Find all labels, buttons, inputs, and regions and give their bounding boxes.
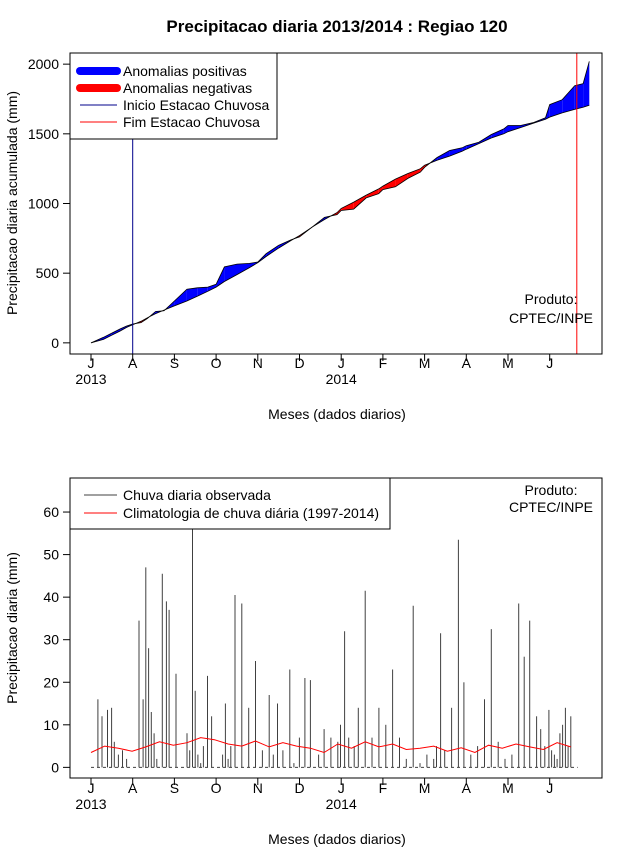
daily-credit-line-1: Produto: (525, 482, 578, 498)
legend-label-climatology: Climatologia de chuva diária (1997-2014) (123, 505, 379, 521)
x-year-label: 2013 (75, 371, 106, 387)
y-tick-label: 2000 (28, 56, 59, 72)
x-tick-label: O (211, 355, 222, 371)
negative-anomaly-band (407, 168, 421, 179)
positive-anomaly-band (174, 289, 187, 306)
x-tick-label: J (546, 780, 553, 796)
daily-y-axis: 0 10 20 30 40 50 60 (43, 504, 71, 775)
chart-title: Precipitacao diaria 2013/2014 : Regiao 1… (166, 17, 507, 36)
x-year-label: 2014 (326, 371, 357, 387)
x-tick-label: M (419, 355, 431, 371)
positive-anomaly-band (207, 284, 217, 292)
y-tick-label: 1500 (28, 126, 59, 142)
y-tick-label: 50 (43, 547, 59, 563)
cumulative-credit-line-2: CPTEC/INPE (509, 310, 593, 326)
x-tick-label: A (128, 780, 138, 796)
x-tick-label: D (294, 780, 304, 796)
cumulative-plot-area (69, 52, 603, 355)
x-tick-label: D (294, 355, 304, 371)
x-tick-label: F (379, 780, 388, 796)
positive-anomaly-band (549, 99, 563, 118)
legend-label-season-start: Inicio Estacao Chuvosa (123, 97, 270, 113)
x-tick-label: J (338, 355, 345, 371)
y-tick-label: 60 (43, 504, 59, 520)
x-tick-label: F (379, 355, 388, 371)
legend-label-season-end: Fim Estacao Chuvosa (123, 114, 260, 130)
positive-anomaly-band (583, 61, 590, 108)
negative-anomaly-band (353, 195, 367, 210)
x-tick-label: A (462, 355, 472, 371)
legend-label-negative: Anomalias negativas (123, 80, 252, 96)
positive-anomaly-band (224, 264, 237, 282)
positive-anomaly-band (103, 333, 112, 340)
positive-anomaly-band (266, 245, 279, 257)
positive-anomaly-band (186, 287, 198, 301)
x-tick-label: N (253, 355, 263, 371)
legend-label-positive: Anomalias positivas (123, 63, 247, 79)
negative-anomaly-band (366, 188, 379, 198)
cumulative-legend: Anomalias positivas Anomalias negativas … (69, 52, 278, 140)
x-tick-label: S (170, 355, 179, 371)
cumulative-y-axis: 0 500 1000 1500 2000 (28, 56, 71, 351)
positive-anomaly-band (503, 125, 508, 134)
x-tick-label: J (88, 780, 95, 796)
daily-x-axis-label: Meses (dados diarios) (268, 831, 406, 847)
daily-credit-line-2: CPTEC/INPE (509, 499, 593, 515)
climatology-cumulative-line (90, 104, 590, 344)
y-tick-label: 40 (43, 589, 59, 605)
x-tick-label: S (170, 780, 179, 796)
positive-anomaly-band (562, 85, 575, 113)
y-tick-label: 30 (43, 632, 59, 648)
positive-anomaly-band (491, 128, 504, 138)
y-tick-label: 20 (43, 674, 59, 690)
x-tick-label: O (211, 780, 222, 796)
y-tick-label: 10 (43, 717, 59, 733)
negative-anomaly-band (395, 173, 408, 187)
positive-anomaly-band (197, 287, 208, 297)
y-tick-label: 1000 (28, 196, 59, 212)
x-tick-label: M (502, 355, 514, 371)
cumulative-credit-line-1: Produto: (525, 291, 578, 307)
y-tick-label: 500 (36, 265, 60, 281)
positive-anomaly-band (111, 328, 121, 336)
negative-anomaly-band (382, 179, 396, 190)
positive-anomaly-band (574, 83, 584, 110)
x-tick-label: A (128, 355, 138, 371)
x-year-label: 2013 (75, 796, 106, 812)
cumulative-x-axis-label: Meses (dados diarios) (268, 406, 406, 422)
y-tick-label: 0 (51, 335, 59, 351)
positive-anomaly-band (462, 145, 467, 152)
x-tick-label: M (502, 780, 514, 796)
x-tick-label: J (338, 780, 345, 796)
positive-anomaly-band (437, 150, 450, 161)
daily-plot-area (69, 477, 603, 779)
daily-climatology-line (90, 737, 571, 754)
x-tick-label: A (462, 780, 472, 796)
x-tick-label: J (546, 355, 553, 371)
x-tick-label: J (88, 355, 95, 371)
daily-y-axis-label: Precipitacao diaria (mm) (4, 552, 20, 704)
positive-anomaly-band (237, 263, 250, 275)
cumulative-legend-box (69, 52, 278, 140)
x-tick-label: N (253, 780, 263, 796)
y-tick-label: 0 (51, 759, 59, 775)
legend-label-observed: Chuva diaria observada (123, 487, 271, 503)
cumulative-y-axis-label: Precipitacao diaria acumulada (mm) (4, 91, 20, 315)
observed-cumulative-line (90, 61, 590, 344)
daily-legend: Chuva diaria observada Climatologia de c… (69, 477, 391, 530)
x-tick-label: M (419, 780, 431, 796)
x-year-label: 2014 (326, 796, 357, 812)
positive-anomaly-band (508, 125, 521, 132)
negative-anomaly-band (378, 186, 383, 194)
negative-anomaly-band (341, 202, 354, 211)
daily-legend-box (69, 477, 391, 530)
